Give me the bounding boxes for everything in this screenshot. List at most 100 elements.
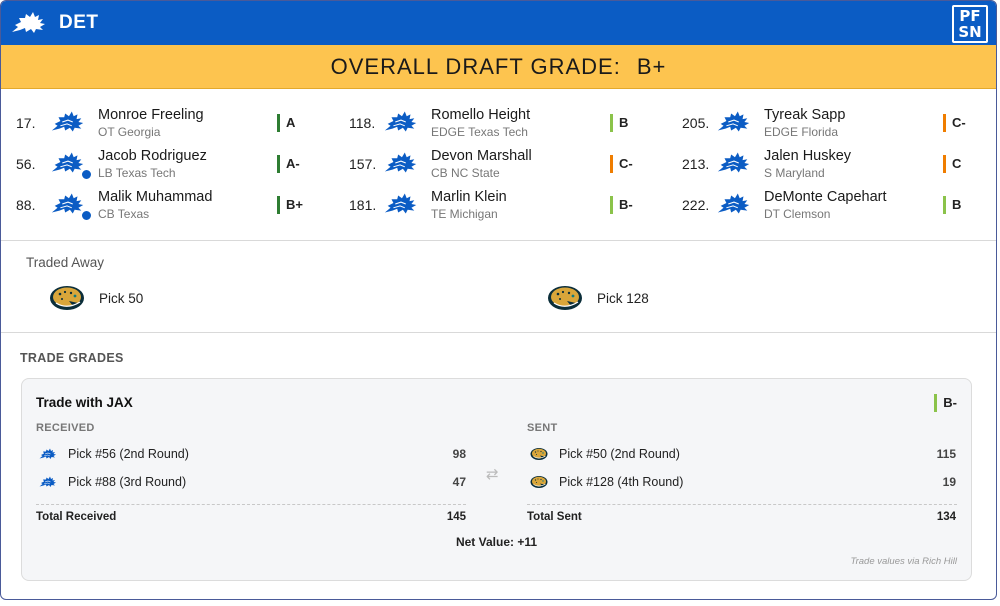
traded-away-item: Pick 128 xyxy=(545,283,649,313)
traded-away-label: Pick 50 xyxy=(99,290,144,306)
sent-pick-value: 19 xyxy=(942,475,956,489)
player-name: DeMonte Capehart xyxy=(764,189,887,205)
received-heading: RECEIVED xyxy=(36,422,95,434)
sent-row: Pick #128 (4th Round) xyxy=(529,471,683,493)
draft-pick: 56. Jacob Rodriguez LB Texas Tech A- xyxy=(1,142,321,182)
traded-away-label: Pick 128 xyxy=(597,290,649,306)
draft-pick: 118. Romello Height EDGE Texas Tech B xyxy=(334,101,654,141)
pick-grade-badge: C xyxy=(943,155,961,173)
pick-number: 56. xyxy=(16,156,36,172)
received-pick-label: Pick #56 (2nd Round) xyxy=(68,447,189,461)
team-abbreviation: DET xyxy=(59,12,99,33)
traded-away-section: Traded Away Pick 50 Pick 128 xyxy=(1,241,996,333)
draft-picks-grid: 17. Monroe Freeling OT Georgia A 56. Jacob Ro… xyxy=(1,89,996,241)
pick-grade-badge: B+ xyxy=(277,196,303,214)
jaguars-logo-icon xyxy=(47,283,87,313)
player-position-school: OT Georgia xyxy=(98,125,161,139)
team-header: DET PF SN xyxy=(1,1,996,45)
total-received-label: Total Received xyxy=(36,511,117,523)
lions-logo-icon xyxy=(382,148,420,178)
pick-grade-badge: B xyxy=(943,196,961,214)
pfsn-logo-icon: PF SN xyxy=(952,5,988,43)
player-position-school: LB Texas Tech xyxy=(98,166,176,180)
player-name: Jacob Rodriguez xyxy=(98,148,207,164)
trade-title: Trade with JAX xyxy=(36,395,133,410)
pick-number: 118. xyxy=(349,115,376,131)
player-name: Romello Height xyxy=(431,107,531,123)
lions-logo-icon xyxy=(38,474,58,490)
jaguars-logo-icon xyxy=(545,283,585,313)
pick-number: 17. xyxy=(16,115,36,131)
player-name: Jalen Huskey xyxy=(764,148,852,164)
traded-away-title: Traded Away xyxy=(26,255,105,270)
pick-number: 157. xyxy=(349,156,377,172)
pick-number: 88. xyxy=(16,197,36,213)
sent-pick-label: Pick #50 (2nd Round) xyxy=(559,447,680,461)
lions-logo-icon xyxy=(715,189,753,219)
sent-row: Pick #50 (2nd Round) xyxy=(529,443,680,465)
player-position-school: DT Clemson xyxy=(764,207,831,221)
player-position-school: EDGE Florida xyxy=(764,125,839,139)
trade-card: Trade with JAX B- RECEIVED SENT Pick #56… xyxy=(21,378,972,581)
trade-values-footnote: Trade values via Rich Hill xyxy=(850,556,957,567)
pick-number: 222. xyxy=(682,197,710,213)
player-name: Malik Muhammad xyxy=(98,189,213,205)
received-divider xyxy=(36,504,466,505)
player-name: Devon Marshall xyxy=(431,148,532,164)
draft-pick: 181. Marlin Klein TE Michigan B- xyxy=(334,183,654,223)
pick-grade-badge: A xyxy=(277,114,295,132)
player-name: Monroe Freeling xyxy=(98,107,204,123)
draft-pick: 222. DeMonte Capehart DT Clemson B xyxy=(667,183,987,223)
pick-number: 213. xyxy=(682,156,710,172)
player-position-school: TE Michigan xyxy=(431,207,498,221)
draft-pick: 205. Tyreak Sapp EDGE Florida C- xyxy=(667,101,987,141)
pick-grade-badge: C- xyxy=(610,155,633,173)
received-row: Pick #88 (3rd Round) xyxy=(38,471,186,493)
pick-grade-badge: A- xyxy=(277,155,300,173)
player-name: Marlin Klein xyxy=(431,189,507,205)
trade-grades-title: TRADE GRADES xyxy=(20,351,124,365)
swap-arrows-icon: ⇄ xyxy=(486,466,499,483)
jaguars-logo-icon xyxy=(529,446,549,462)
lions-logo-icon xyxy=(38,446,58,462)
brand-logo-line1: PF xyxy=(959,7,981,25)
player-position-school: CB Texas xyxy=(98,207,150,221)
draft-pick: 17. Monroe Freeling OT Georgia A xyxy=(1,101,321,141)
sent-heading: SENT xyxy=(527,422,558,434)
total-sent-value: 134 xyxy=(936,511,956,523)
total-received-value: 145 xyxy=(446,511,466,523)
pick-number: 181. xyxy=(349,197,377,213)
draft-pick: 157. Devon Marshall CB NC State C- xyxy=(334,142,654,182)
brand-logo-line2: SN xyxy=(958,23,982,41)
pick-number: 205. xyxy=(682,115,710,131)
received-pick-label: Pick #88 (3rd Round) xyxy=(68,475,187,489)
pick-grade-badge: C- xyxy=(943,114,966,132)
sent-divider xyxy=(527,504,957,505)
overall-grade-label: OVERALL DRAFT GRADE: xyxy=(330,53,621,79)
overall-grade-banner: OVERALL DRAFT GRADE: B+ xyxy=(1,45,996,89)
received-pick-value: 47 xyxy=(452,475,466,489)
player-name: Tyreak Sapp xyxy=(764,107,846,123)
trade-indicator-icon xyxy=(81,169,92,180)
pick-grade-badge: B xyxy=(610,114,628,132)
trade-indicator-icon xyxy=(81,210,92,221)
pick-grade-badge: B- xyxy=(610,196,633,214)
draft-pick: 213. Jalen Huskey S Maryland C xyxy=(667,142,987,182)
traded-away-item: Pick 50 xyxy=(47,283,143,313)
player-position-school: S Maryland xyxy=(764,166,825,180)
overall-grade-value: B+ xyxy=(636,53,667,79)
sent-pick-value: 115 xyxy=(936,447,956,461)
total-sent-label: Total Sent xyxy=(527,511,582,523)
lions-logo-icon xyxy=(49,107,87,137)
jaguars-logo-icon xyxy=(529,474,549,490)
trade-grade-badge: B- xyxy=(934,394,957,412)
received-pick-value: 98 xyxy=(452,447,466,461)
net-value: Net Value: +11 xyxy=(455,535,538,549)
lions-logo-icon xyxy=(715,148,753,178)
player-position-school: EDGE Texas Tech xyxy=(431,125,528,139)
lions-logo-icon xyxy=(382,189,420,219)
lions-logo-icon xyxy=(382,107,420,137)
lions-logo-icon xyxy=(9,7,49,39)
received-row: Pick #56 (2nd Round) xyxy=(38,443,189,465)
